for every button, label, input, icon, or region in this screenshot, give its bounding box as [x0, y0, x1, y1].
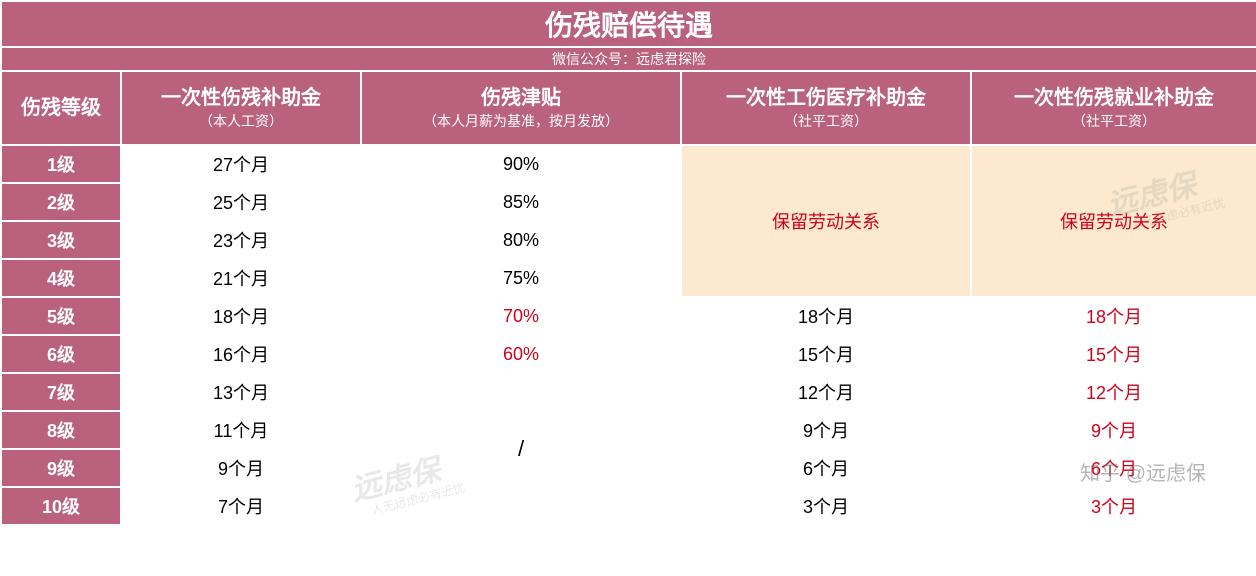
lump-sum-cell: 13个月: [121, 373, 361, 411]
allowance-cell: 85%: [361, 183, 681, 221]
employment-cell: 12个月: [971, 373, 1256, 411]
level-cell: 7级: [1, 373, 121, 411]
level-cell: 8级: [1, 411, 121, 449]
lump-sum-cell: 23个月: [121, 221, 361, 259]
col-header-level: 伤残等级: [1, 71, 121, 145]
table-subtitle: 微信公众号：远虑君探险: [1, 47, 1256, 71]
subtitle-row: 微信公众号：远虑君探险: [1, 47, 1256, 71]
allowance-cell: 80%: [361, 221, 681, 259]
lump-sum-cell: 16个月: [121, 335, 361, 373]
level-cell: 3级: [1, 221, 121, 259]
allowance-cell: 70%: [361, 297, 681, 335]
medical-cell: 6个月: [681, 449, 971, 487]
employment-cell: 3个月: [971, 487, 1256, 525]
level-cell: 2级: [1, 183, 121, 221]
lump-sum-cell: 21个月: [121, 259, 361, 297]
level-cell: 5级: [1, 297, 121, 335]
medical-cell: 18个月: [681, 297, 971, 335]
col-header-medical: 一次性工伤医疗补助金 （社平工资）: [681, 71, 971, 145]
allowance-cell: 90%: [361, 145, 681, 183]
table-row: 1级 27个月 90% 保留劳动关系 保留劳动关系: [1, 145, 1256, 183]
allowance-merged-7to10: /: [361, 373, 681, 525]
col-header-lump-sum: 一次性伤残补助金 （本人工资）: [121, 71, 361, 145]
employment-cell: 18个月: [971, 297, 1256, 335]
table-row: 5级 18个月 70% 18个月 18个月: [1, 297, 1256, 335]
level-cell: 6级: [1, 335, 121, 373]
medical-cell: 12个月: [681, 373, 971, 411]
level-cell: 4级: [1, 259, 121, 297]
table-title: 伤残赔偿待遇: [1, 1, 1256, 47]
col-header-employment: 一次性伤残就业补助金 （社平工资）: [971, 71, 1256, 145]
lump-sum-cell: 25个月: [121, 183, 361, 221]
employment-merged-1to4: 保留劳动关系: [971, 145, 1256, 297]
employment-cell: 9个月: [971, 411, 1256, 449]
medical-cell: 15个月: [681, 335, 971, 373]
medical-cell: 9个月: [681, 411, 971, 449]
lump-sum-cell: 18个月: [121, 297, 361, 335]
compensation-table: 伤残赔偿待遇 微信公众号：远虑君探险 伤残等级 一次性伤残补助金 （本人工资） …: [0, 0, 1256, 526]
employment-cell: 6个月: [971, 449, 1256, 487]
employment-cell: 15个月: [971, 335, 1256, 373]
compensation-table-container: 远虑保 人无远虑必有近忧 远虑保 人无远虑必有近忧 知乎 @远虑保 伤残赔偿待遇…: [0, 0, 1256, 526]
medical-cell: 3个月: [681, 487, 971, 525]
level-cell: 1级: [1, 145, 121, 183]
table-row: 6级 16个月 60% 15个月 15个月: [1, 335, 1256, 373]
allowance-cell: 75%: [361, 259, 681, 297]
title-row: 伤残赔偿待遇: [1, 1, 1256, 47]
lump-sum-cell: 11个月: [121, 411, 361, 449]
header-row: 伤残等级 一次性伤残补助金 （本人工资） 伤残津贴 （本人月薪为基准，按月发放）…: [1, 71, 1256, 145]
lump-sum-cell: 7个月: [121, 487, 361, 525]
level-cell: 10级: [1, 487, 121, 525]
medical-merged-1to4: 保留劳动关系: [681, 145, 971, 297]
allowance-cell: 60%: [361, 335, 681, 373]
lump-sum-cell: 9个月: [121, 449, 361, 487]
lump-sum-cell: 27个月: [121, 145, 361, 183]
table-row: 7级 13个月 / 12个月 12个月: [1, 373, 1256, 411]
col-header-allowance: 伤残津贴 （本人月薪为基准，按月发放）: [361, 71, 681, 145]
level-cell: 9级: [1, 449, 121, 487]
